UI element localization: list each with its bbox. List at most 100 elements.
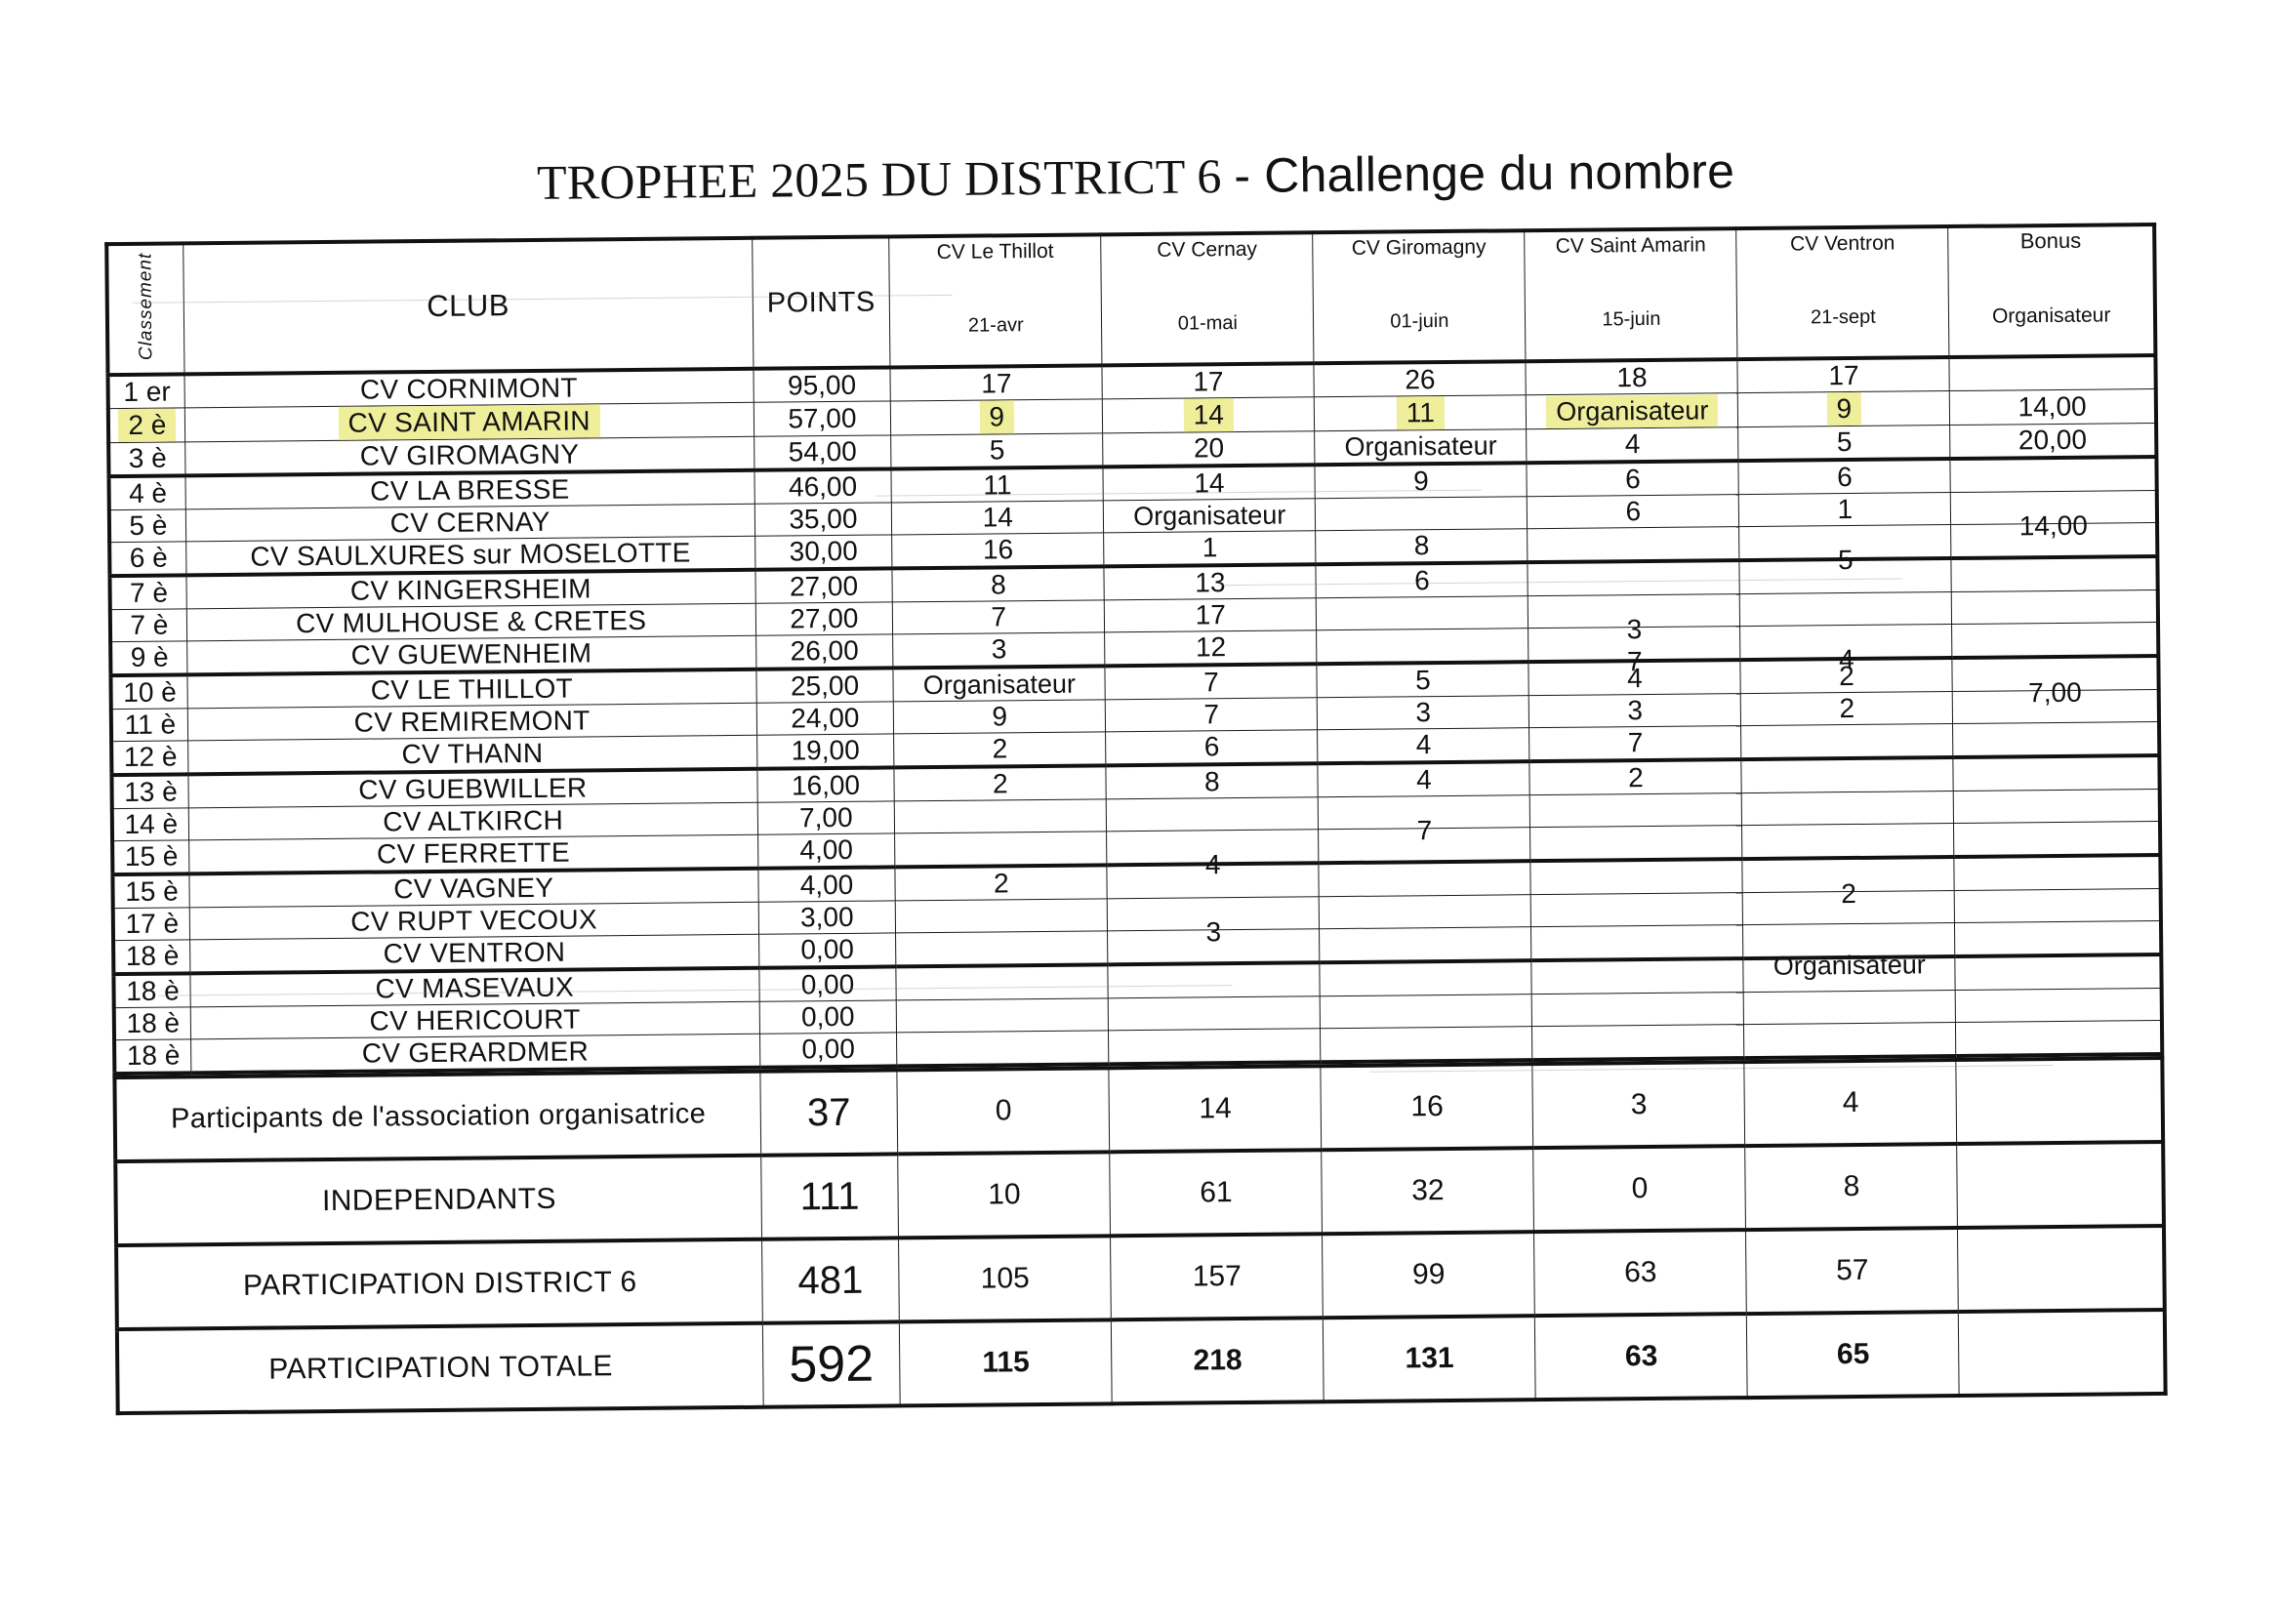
- cell-points-18: 0,00: [758, 966, 897, 1002]
- cell-rank-10: 11 è: [110, 708, 188, 742]
- summary-value-1-0: 10: [897, 1152, 1111, 1238]
- cell-event-15-0: 2: [895, 865, 1108, 901]
- cell-bonus-11: [1952, 721, 2160, 758]
- cell-points-9: 25,00: [755, 668, 894, 704]
- summary-value-1-2: 32: [1322, 1148, 1534, 1235]
- cell-club-13: CV ALTKIRCH: [188, 802, 758, 840]
- cell-rank-2: 3 è: [108, 441, 185, 477]
- cell-rank-11: 12 è: [111, 740, 188, 776]
- cell-event-13-3: [1529, 792, 1742, 828]
- cell-event-0-1: 17: [1102, 363, 1315, 399]
- cell-bonus-18: [1955, 954, 2162, 991]
- cell-event-11-3: 7: [1528, 725, 1742, 762]
- cell-event-13-4: [1741, 791, 1954, 826]
- cell-points-13: 7,00: [756, 800, 895, 835]
- cell-club-3: CV LA BRESSE: [184, 469, 754, 509]
- cell-event-0-3: 18: [1526, 359, 1738, 395]
- cell-event-5-3: [1527, 526, 1740, 563]
- cell-points-19: 0,00: [758, 999, 897, 1035]
- cell-club-7: CV MULHOUSE & CRETES: [186, 603, 756, 641]
- header-event-2-date: 01-juin: [1390, 309, 1449, 333]
- header-points: POINTS: [752, 236, 891, 369]
- cell-event-20-4: [1743, 1022, 1957, 1059]
- summary-label-0: Participants de l'association organisatr…: [114, 1071, 761, 1162]
- cell-club-2: CV GIROMAGNY: [184, 436, 754, 476]
- cell-bonus-7: [1951, 589, 2159, 625]
- cell-points-3: 46,00: [754, 468, 892, 505]
- header-bonus-name: Bonus: [2019, 227, 2082, 254]
- cell-event-0-2: 26: [1314, 361, 1527, 397]
- cell-event-17-2: [1319, 926, 1532, 963]
- cell-event-4-1: Organisateur: [1103, 498, 1316, 533]
- cell-points-2: 54,00: [754, 434, 892, 470]
- cell-event-8-1: 12: [1104, 629, 1318, 667]
- cell-rank-15: 15 è: [112, 873, 190, 909]
- header-event-2-name: CV Giromagny: [1351, 236, 1487, 261]
- cell-event-8-0: 3: [892, 631, 1106, 669]
- cell-event-2-0: 5: [890, 432, 1104, 469]
- summary-table: Participants de l'association organisatr…: [112, 1055, 2168, 1416]
- header-bonus: Bonus Organisateur: [1948, 224, 2156, 358]
- cell-club-6: CV KINGERSHEIM: [185, 569, 755, 609]
- header-event-3-date: 15-juin: [1602, 307, 1661, 330]
- cell-event-8-2: [1316, 628, 1529, 665]
- cell-event-1-0: 9: [890, 398, 1103, 435]
- page-title: TROPHEE 2025 DU DISTRICT 6 - Challenge d…: [0, 138, 2277, 216]
- summary-value-1-1: 61: [1110, 1150, 1323, 1237]
- summary-value-3-1: 218: [1111, 1318, 1324, 1404]
- cell-bonus-19: [1955, 988, 2162, 1023]
- summary-label-2: PARTICIPATION DISTRICT 6: [116, 1238, 762, 1330]
- cell-event-12-4: [1741, 757, 1954, 793]
- summary-value-1-3: 0: [1533, 1146, 1746, 1233]
- header-event-0: CV Le Thillot 21-avr: [888, 234, 1103, 368]
- cell-event-1-1: 14: [1102, 396, 1315, 433]
- cell-points-0: 95,00: [753, 367, 891, 403]
- results-grid: Classement CLUB POINTS CV Le Thillot 21-…: [104, 222, 2168, 1416]
- cell-event-14-1: 4: [1106, 829, 1320, 879]
- cell-event-10-1: 7: [1105, 697, 1318, 732]
- cell-bonus-13: [1953, 789, 2160, 824]
- cell-event-15-2: [1319, 861, 1531, 897]
- cell-event-5-0: 16: [891, 532, 1105, 569]
- summary-value-3-0: 115: [899, 1320, 1113, 1406]
- cell-event-1-3: Organisateur: [1526, 392, 1738, 429]
- summary-value-0-0: 0: [897, 1068, 1111, 1155]
- cell-event-10-0: 9: [893, 699, 1106, 734]
- summary-bonus-blank-1: [1957, 1141, 2164, 1228]
- cell-event-11-1: 6: [1105, 729, 1319, 766]
- cell-event-5-1: 1: [1103, 530, 1317, 567]
- summary-value-1-4: 8: [1745, 1143, 1958, 1231]
- summary-total-1: 111: [760, 1154, 899, 1239]
- cell-event-2-1: 20: [1102, 430, 1316, 467]
- cell-rank-6: 7 è: [109, 575, 187, 610]
- cell-bonus-12: [1953, 754, 2160, 792]
- cell-bonus-8: [1951, 622, 2159, 659]
- cell-event-7-1: 17: [1104, 597, 1317, 632]
- header-event-1-name: CV Cernay: [1157, 238, 1258, 263]
- cell-rank-12: 13 è: [111, 774, 189, 809]
- cell-event-3-3: 6: [1527, 461, 1739, 497]
- cell-event-14-0: [894, 831, 1108, 868]
- cell-event-18-3: [1531, 958, 1744, 995]
- cell-event-14-3: [1529, 825, 1743, 862]
- cell-points-1: 57,00: [753, 400, 891, 437]
- cell-event-2-3: 4: [1526, 426, 1739, 464]
- cell-event-17-0: [895, 930, 1109, 967]
- summary-total-2: 481: [761, 1238, 900, 1323]
- cell-rank-1: 2 è: [107, 407, 185, 443]
- cell-event-6-0: 8: [892, 566, 1105, 602]
- cell-bonus-0: [1949, 355, 2156, 391]
- cell-event-20-0: [896, 1030, 1110, 1067]
- cell-event-1-4: 9: [1737, 390, 1951, 427]
- cell-club-8: CV GUEWENHEIM: [186, 635, 756, 675]
- cell-event-20-3: [1531, 1024, 1745, 1061]
- cell-event-15-3: [1530, 859, 1743, 895]
- cell-rank-9: 10 è: [110, 674, 188, 710]
- cell-rank-0: 1 er: [107, 374, 185, 409]
- cell-event-13-2: 7: [1318, 794, 1530, 845]
- cell-bonus-4: 14,00: [1950, 490, 2158, 541]
- cell-event-19-3: [1531, 992, 1744, 1027]
- cell-event-11-4: [1740, 723, 1954, 760]
- cell-club-14: CV FERRETTE: [188, 834, 758, 874]
- cell-rank-8: 9 è: [110, 640, 187, 676]
